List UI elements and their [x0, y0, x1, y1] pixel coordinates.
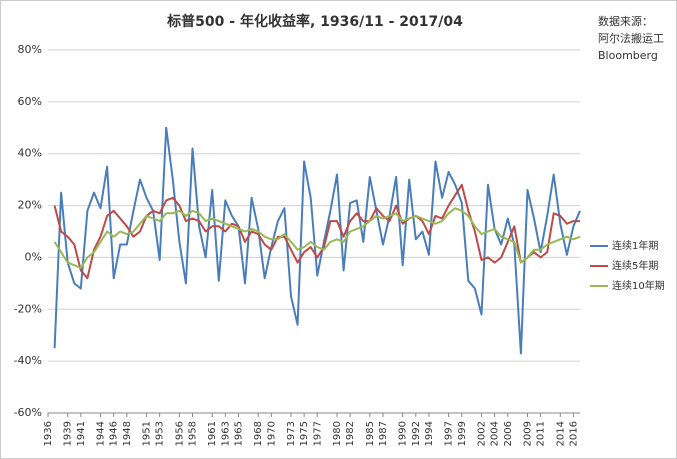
y-tick-label: 40%: [18, 147, 42, 160]
x-tick-label: 1946: [109, 421, 120, 446]
x-tick-label: 1977: [312, 421, 323, 446]
x-tick-label: 1997: [444, 421, 455, 446]
x-tick-label: 1936: [43, 421, 54, 446]
source-line: 数据来源：: [598, 14, 653, 28]
y-tick-label: 80%: [18, 43, 42, 56]
x-tick-label: 1999: [457, 421, 468, 446]
x-tick-label: 1956: [174, 421, 185, 446]
x-tick-label: 2016: [568, 421, 579, 446]
x-tick-label: 1990: [398, 421, 409, 446]
x-tick-label: 1958: [187, 421, 198, 446]
x-tick-label: 1982: [345, 421, 356, 446]
y-tick-label: -60%: [14, 406, 42, 419]
x-tick-label: 2014: [555, 421, 566, 446]
x-tick-label: 1948: [122, 421, 133, 446]
y-tick-label: 60%: [18, 95, 42, 108]
x-tick-label: 1939: [63, 421, 74, 446]
x-tick-label: 2011: [536, 421, 547, 446]
x-tick-label: 1992: [411, 421, 422, 446]
x-tick-label: 1994: [424, 421, 435, 446]
x-tick-label: 1985: [365, 421, 376, 446]
x-tick-label: 1941: [76, 421, 87, 446]
x-tick-label: 1961: [207, 421, 218, 446]
y-tick-label: 20%: [18, 199, 42, 212]
x-tick-label: 1965: [233, 421, 244, 446]
x-tick-label: 1951: [142, 421, 153, 446]
y-tick-label: 0%: [25, 250, 42, 263]
series-line: [53, 207, 581, 269]
source-line: Bloomberg: [598, 49, 658, 62]
x-tick-label: 1975: [299, 421, 310, 446]
legend-label: 连续10年期: [612, 279, 665, 292]
x-tick-label: 2004: [490, 421, 501, 446]
y-tick-label: -40%: [14, 354, 42, 367]
legend-label: 连续1年期: [612, 239, 658, 252]
x-tick-label: 1963: [220, 421, 231, 446]
x-tick-label: 1953: [155, 421, 166, 446]
x-tick-label: 1987: [378, 421, 389, 446]
x-tick-label: 1944: [96, 421, 107, 446]
y-tick-label: -20%: [14, 302, 42, 315]
series-line: [53, 126, 581, 355]
x-tick-label: 1973: [286, 421, 297, 446]
x-tick-label: 1970: [266, 421, 277, 446]
source-line: 阿尔法搬运工: [598, 31, 664, 45]
x-tick-label: 2002: [476, 421, 487, 446]
series-line: [53, 183, 580, 280]
x-tick-label: 1980: [332, 421, 343, 446]
legend-label: 连续5年期: [612, 259, 658, 272]
x-tick-label: 2006: [503, 421, 514, 446]
x-tick-label: 1968: [253, 421, 264, 446]
chart-title: 标普500 - 年化收益率, 1936/11 - 2017/04: [166, 13, 463, 30]
x-tick-label: 2009: [522, 421, 533, 446]
